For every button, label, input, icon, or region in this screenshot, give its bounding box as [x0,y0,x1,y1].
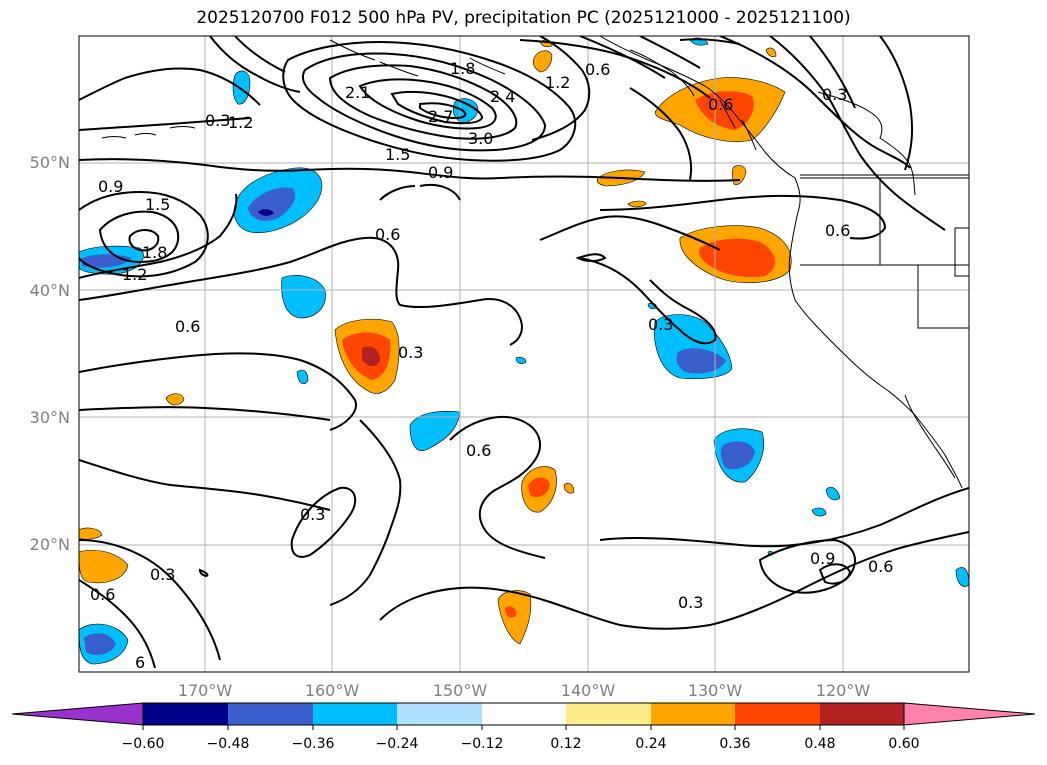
colorbar-tick-label: −0.24 [376,736,419,752]
contour-label: 0.3 [678,593,703,612]
contour-label: 6 [135,653,145,672]
colorbar-bin [143,703,228,725]
colorbar-tick-label: 0.36 [719,736,750,752]
map-title: 2025120700 F012 500 hPa PV, precipitatio… [196,8,851,28]
colorbar-bin [735,703,820,725]
contour-label: 0.6 [868,557,893,576]
colorbar-over-triangle [903,702,1036,726]
contour-label: 0.6 [90,585,115,604]
contour-label: 1.8 [142,243,167,262]
contour-label: 0.3 [648,315,673,334]
contour-label: 0.6 [708,95,733,114]
contour-label: 3.0 [468,129,493,148]
colorbar-bin [313,703,397,725]
lat-label: 20°N [30,535,70,554]
colorbar-bin [651,703,735,725]
colorbar-tick-label: 0.48 [804,736,835,752]
colorbar: −0.60 −0.48 −0.36 −0.24 −0.12 0.12 0.24 … [11,702,1036,752]
colorbar-tick-label: 0.60 [888,736,919,752]
longitude-labels: 170°W 160°W 150°W 140°W 130°W 120°W [178,681,871,700]
lon-label: 120°W [816,681,871,700]
lon-label: 170°W [178,681,233,700]
contour-label: 0.3 [150,565,175,584]
colorbar-tick-label: −0.48 [207,736,250,752]
contour-label: 1.5 [385,145,410,164]
contour-label: 0.9 [810,549,835,568]
lon-label: 160°W [305,681,360,700]
lon-label: 150°W [433,681,488,700]
contour-label: 0.6 [375,225,400,244]
colorbar-bin [397,703,482,725]
lon-label: 140°W [561,681,616,700]
contour-label: 2.7 [428,107,453,126]
contour-label: 1.2 [122,265,147,284]
contour-label: 0.9 [428,163,453,182]
contour-label: 0.6 [175,317,200,336]
contour-label: 0.3 [822,85,847,104]
lon-label: 130°W [688,681,743,700]
latitude-labels: 50°N 40°N 30°N 20°N [30,153,70,554]
coastlines [101,36,969,489]
contour-label: 0.6 [825,221,850,240]
contour-label: 1.5 [145,195,170,214]
colorbar-tick-label: −0.60 [122,736,165,752]
contour-label: 0.9 [98,177,123,196]
colorbar-tick-label: 0.12 [550,736,581,752]
colorbar-tick-label: −0.12 [461,736,504,752]
colorbar-tick-label: −0.36 [292,736,335,752]
map-frame [78,35,970,673]
contour-label: 1.8 [450,59,475,78]
contour-label: 0.3 [300,505,325,524]
colorbar-bin [482,703,566,725]
contour-label: 0.3 [205,111,230,130]
colorbar-bin [566,703,651,725]
contour-label: 0.6 [466,441,491,460]
contour-label: 2.1 [345,83,370,102]
precipitation-shading [79,37,969,665]
colorbar-bin [228,703,313,725]
lat-label: 40°N [30,281,70,300]
pv-contours [79,36,969,669]
contour-label: 1.2 [545,73,570,92]
colorbar-tick-label: 0.24 [635,736,666,752]
pv-contour-labels: 0.3 0.6 0.9 1.2 1.5 1.8 2.1 2.4 2.7 3.0 … [90,59,893,672]
lat-label: 30°N [30,408,70,427]
contour-label: 0.3 [398,343,423,362]
colorbar-frame [142,702,905,726]
contour-label: 0.6 [585,60,610,79]
lat-label: 50°N [30,153,70,172]
contour-label: 2.4 [490,87,515,106]
colorbar-bin [820,703,904,725]
contour-label: 1.2 [228,113,253,132]
colorbar-under-triangle [11,702,144,726]
